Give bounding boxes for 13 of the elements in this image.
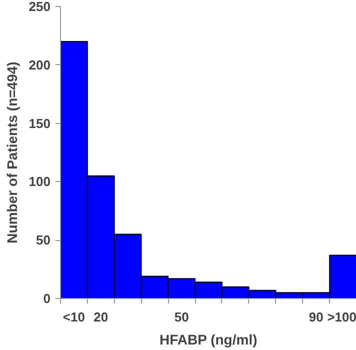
x-axis-title: HFABP (ng/ml)	[160, 332, 258, 348]
y-tick-label: 100	[28, 174, 51, 190]
y-tick-label: 50	[36, 232, 51, 248]
x-tick-label: >100	[327, 310, 356, 324]
y-tick-label: 250	[28, 0, 51, 14]
y-tick-label: 200	[28, 57, 51, 72]
x-tick-label: 20	[94, 310, 108, 324]
x-tick-label: 90	[308, 310, 324, 324]
x-tick-label: 50	[174, 310, 189, 324]
y-tick-label: 150	[28, 116, 51, 131]
x-tick-label: <10	[62, 310, 85, 324]
y-tick-label: 0	[43, 291, 51, 306]
y-axis-title: Number of Patients (n=494)	[4, 62, 20, 244]
